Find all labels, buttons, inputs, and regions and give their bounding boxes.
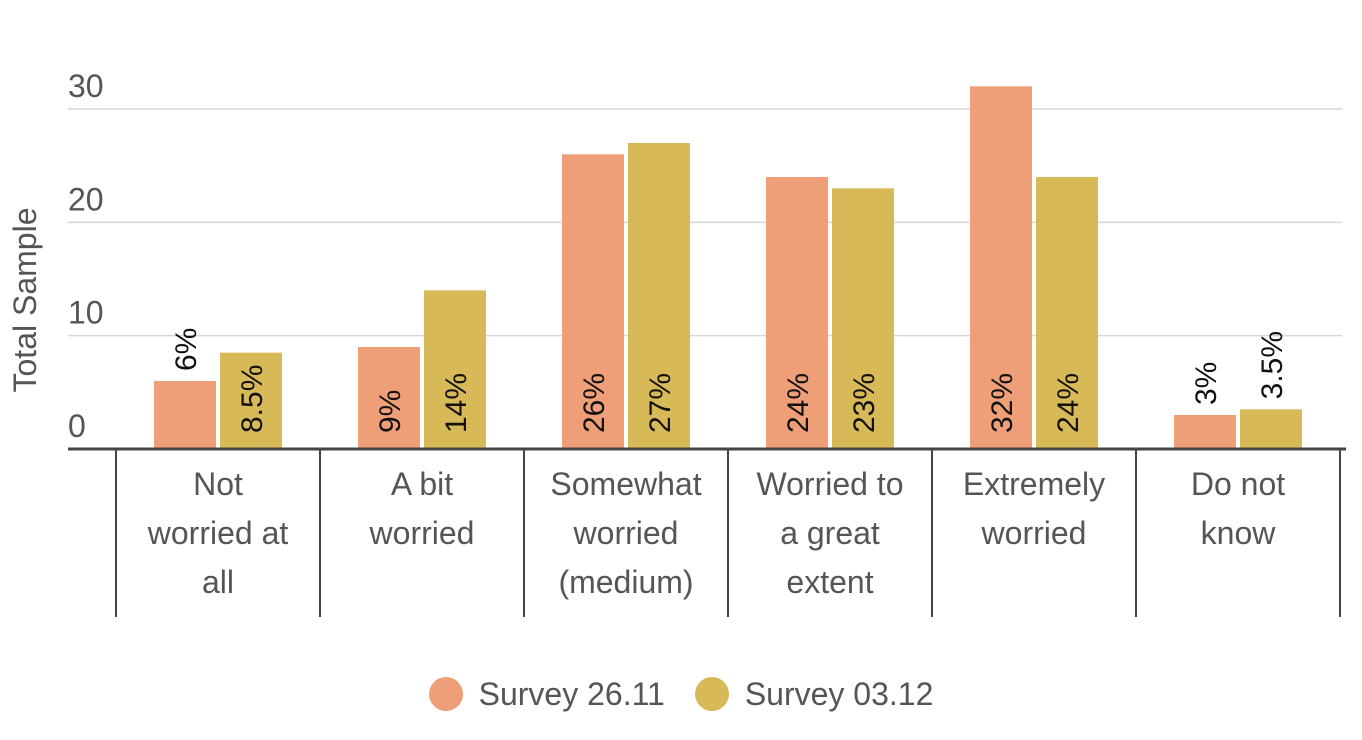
data-label: 24% <box>782 373 815 433</box>
bar <box>562 154 624 450</box>
data-labels: 6% 8.5% 9% 14% 26% 27% 24% 23% 32% 24% 3% 3.5% <box>170 328 1289 433</box>
bar <box>358 347 420 449</box>
data-label: 14% <box>440 373 473 433</box>
y-axis-label: Total Sample <box>7 208 43 393</box>
bar <box>832 188 894 450</box>
x-category-label: Do not know <box>1191 466 1285 551</box>
legend-item-survey-26-11: Survey 26.11 <box>428 675 665 713</box>
legend-swatch-survey-26-11 <box>428 677 463 711</box>
grid-lines <box>68 108 1342 337</box>
bar <box>628 143 690 449</box>
bar-chart: 0 10 20 30 Total Sample 6% 8.5% 9% 14% 26% 27% 24… <box>7 68 1346 617</box>
bar <box>1036 177 1098 449</box>
data-label: 24% <box>1052 373 1085 433</box>
data-label: 32% <box>986 373 1019 433</box>
bar <box>1174 415 1236 449</box>
y-tick-label: 0 <box>68 408 86 444</box>
x-category-label: A bit worried <box>369 466 475 551</box>
y-tick-label: 30 <box>68 68 104 104</box>
x-category-label: Not worried at all <box>147 466 289 600</box>
data-label: 3% <box>1190 362 1223 405</box>
legend-swatch-survey-03-12 <box>694 677 729 711</box>
x-category-label: Worried to a great extent <box>756 466 903 600</box>
y-tick-label: 20 <box>68 181 104 217</box>
data-label: 6% <box>170 328 203 371</box>
data-label: 9% <box>374 390 407 433</box>
bar <box>1240 409 1302 449</box>
bars <box>154 86 1302 450</box>
x-category-label: Extremely worried <box>963 466 1105 551</box>
bar <box>766 177 828 449</box>
legend-item-survey-03-12: Survey 03.12 <box>694 675 934 713</box>
bar <box>970 86 1032 449</box>
bar <box>424 290 486 449</box>
bar <box>220 352 282 449</box>
y-tick-label: 10 <box>68 295 104 331</box>
x-category-label: Somewhat worried (medium) <box>550 466 701 600</box>
legend-label-survey-26-11: Survey 26.11 <box>478 675 665 712</box>
x-axis-categories: Not worried at all A bit worried Somewhat worr… <box>115 449 1341 617</box>
data-label: 3.5% <box>1256 331 1289 399</box>
data-label: 23% <box>848 373 881 433</box>
legend: Survey 26.11 Survey 03.12 <box>0 662 1362 726</box>
data-label: 8.5% <box>236 365 269 433</box>
data-label: 26% <box>578 373 611 433</box>
data-label: 27% <box>644 373 677 433</box>
bar <box>154 381 216 449</box>
legend-label-survey-03-12: Survey 03.12 <box>744 675 934 712</box>
y-axis-ticks: 0 10 20 30 <box>68 68 104 444</box>
